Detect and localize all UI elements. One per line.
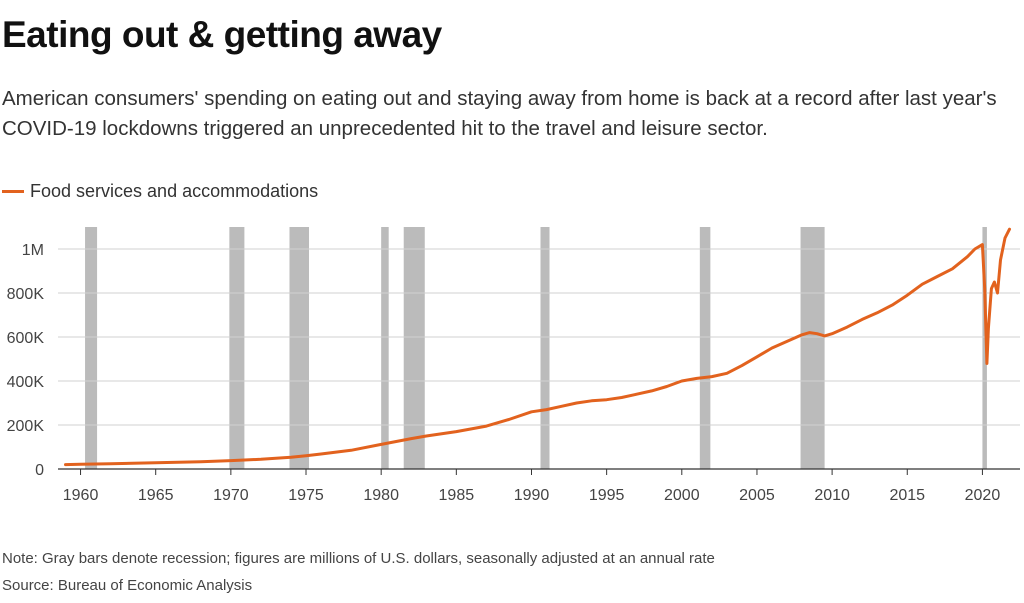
x-tick-label: 2005 [739, 487, 775, 504]
series-line [64, 227, 1011, 467]
gridlines [58, 248, 1020, 426]
axes: 0 200K 400K 600K 800K 1M 1960 1965 1970 1975 1980 1… [7, 242, 1020, 504]
x-tick-label: 1980 [363, 487, 399, 504]
recession-bar [699, 227, 711, 469]
recession-bar [229, 227, 245, 469]
recession-bar [381, 227, 389, 469]
source-note: Source: Bureau of Economic Analysis [2, 577, 253, 594]
recession-bar [800, 227, 825, 469]
y-tick-label: 1M [22, 242, 44, 259]
y-tick-label: 600K [7, 330, 45, 347]
y-tick-label: 800K [7, 286, 45, 303]
chart-subtitle: American consumers' spending on eating o… [2, 87, 997, 140]
x-tick-label: 1970 [213, 487, 249, 504]
chart-title: Eating out & getting away [2, 14, 442, 55]
legend-swatch [2, 190, 24, 193]
recession-bar [403, 227, 425, 469]
x-tick-label: 2010 [814, 487, 850, 504]
recession-bar [289, 227, 310, 469]
recession-bars [85, 227, 987, 469]
recession-bar [85, 227, 98, 469]
footnote: Note: Gray bars denote recession; figure… [2, 550, 715, 567]
recession-bar [982, 227, 987, 469]
legend: Food services and accommodations [2, 181, 318, 202]
x-tick-label: 2000 [664, 487, 700, 504]
x-tick-label: 1960 [63, 487, 99, 504]
x-tick-label: 1990 [514, 487, 550, 504]
recession-bar [540, 227, 550, 469]
y-tick-label: 200K [7, 418, 45, 435]
y-tick-label: 0 [35, 462, 44, 479]
x-tick-label: 1995 [589, 487, 625, 504]
x-tick-label: 2020 [965, 487, 1001, 504]
series-layer [64, 227, 1011, 467]
x-tick-label: 1975 [288, 487, 324, 504]
legend-label: Food services and accommodations [30, 181, 319, 201]
line-chart: 0 200K 400K 600K 800K 1M 1960 1965 1970 1975 1980 1… [7, 227, 1020, 504]
x-tick-label: 1965 [138, 487, 174, 504]
y-tick-label: 400K [7, 374, 45, 391]
x-tick-label: 1985 [439, 487, 475, 504]
x-tick-label: 2015 [889, 487, 925, 504]
